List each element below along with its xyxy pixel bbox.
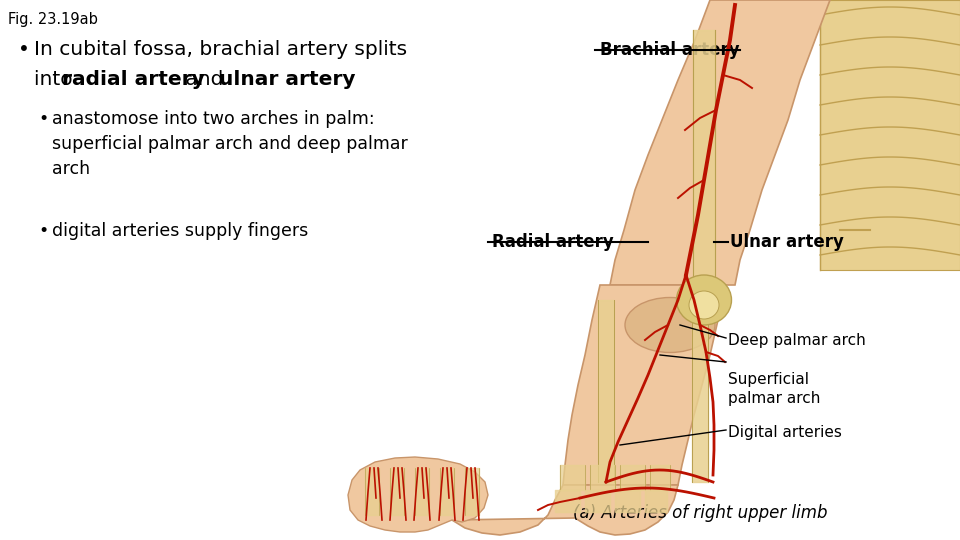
Ellipse shape xyxy=(677,275,732,325)
Text: Brachial artery: Brachial artery xyxy=(600,41,739,59)
Text: Ulnar artery: Ulnar artery xyxy=(730,233,844,251)
Ellipse shape xyxy=(625,298,715,353)
Polygon shape xyxy=(610,0,830,285)
Text: Superficial
palmar arch: Superficial palmar arch xyxy=(728,372,821,406)
Text: Deep palmar arch: Deep palmar arch xyxy=(728,333,866,348)
Ellipse shape xyxy=(689,291,719,319)
Polygon shape xyxy=(563,285,725,485)
Polygon shape xyxy=(348,457,488,532)
Text: into: into xyxy=(34,70,79,89)
Text: ulnar artery: ulnar artery xyxy=(219,70,355,89)
Text: Digital arteries: Digital arteries xyxy=(728,424,842,440)
Text: (a) Arteries of right upper limb: (a) Arteries of right upper limb xyxy=(573,504,828,522)
Text: digital arteries supply fingers: digital arteries supply fingers xyxy=(52,222,308,240)
Polygon shape xyxy=(452,485,678,535)
Polygon shape xyxy=(820,0,960,270)
Text: anastomose into two arches in palm:
superficial palmar arch and deep palmar
arch: anastomose into two arches in palm: supe… xyxy=(52,110,408,178)
Text: •: • xyxy=(18,40,30,59)
Text: radial artery: radial artery xyxy=(62,70,204,89)
Text: Fig. 23.19ab: Fig. 23.19ab xyxy=(8,12,98,27)
Text: •: • xyxy=(38,110,48,128)
Text: •: • xyxy=(38,222,48,240)
Text: In cubital fossa, brachial artery splits: In cubital fossa, brachial artery splits xyxy=(34,40,407,59)
Text: and: and xyxy=(179,70,229,89)
Text: Radial artery: Radial artery xyxy=(492,233,613,251)
